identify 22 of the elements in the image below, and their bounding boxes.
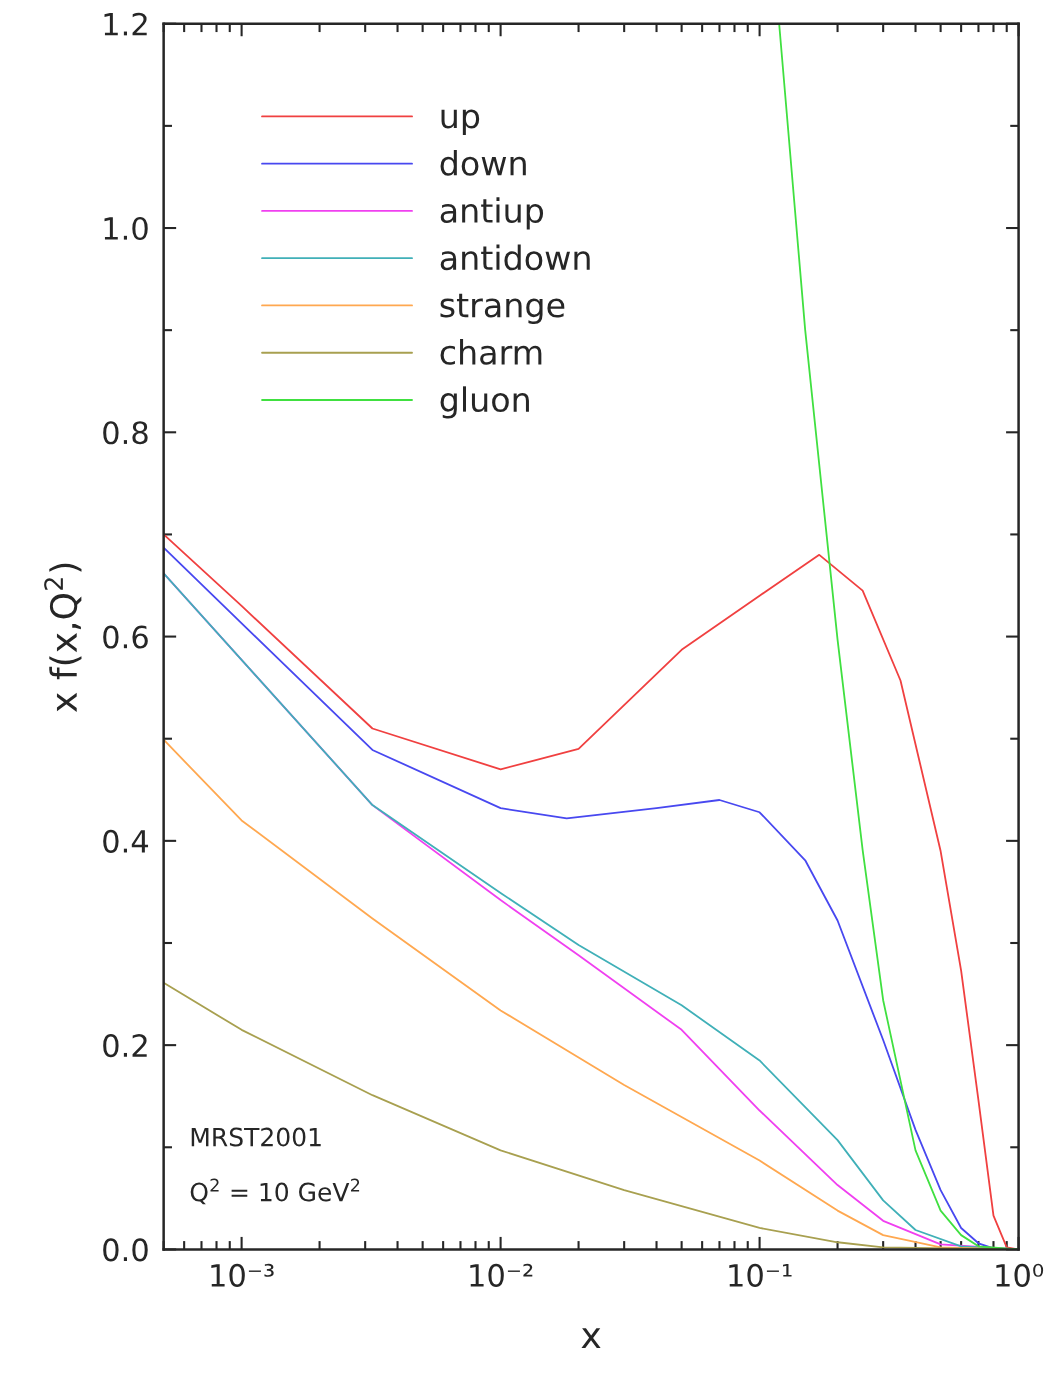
y-tick-label: 0.2 [103,1034,147,1058]
annotation: Q$^{2}$ = 10 GeV$^{2}$ [190,1178,360,1205]
y-tick-label: 0.6 [103,625,148,649]
y-tick-label: 0.0 [103,1238,148,1262]
x-tick-label: 10⁻² [470,1263,533,1287]
x-axis-title: x [581,1328,601,1349]
legend-label: antiup [440,197,544,230]
legend-label: charm [440,339,542,365]
annotation: MRST2001 [191,1127,321,1147]
x-tick-label: 10⁻¹ [729,1263,792,1287]
y-axis-title: x f(x,Q$^{2}$) [44,563,82,712]
y-tick-label: 1.2 [104,12,147,36]
legend-label: antidown [440,244,590,271]
legend-label: strange [440,293,565,325]
y-tick-label: 0.4 [103,829,149,853]
y-tick-label: 1.0 [104,216,148,241]
x-tick-label: 10⁻³ [211,1263,274,1287]
legend-label: down [440,150,526,176]
legend-label: gluon [440,386,529,419]
legend-label: up [441,109,480,136]
x-tick-label: 10⁰ [996,1263,1044,1287]
y-tick-label: 0.8 [103,421,148,445]
